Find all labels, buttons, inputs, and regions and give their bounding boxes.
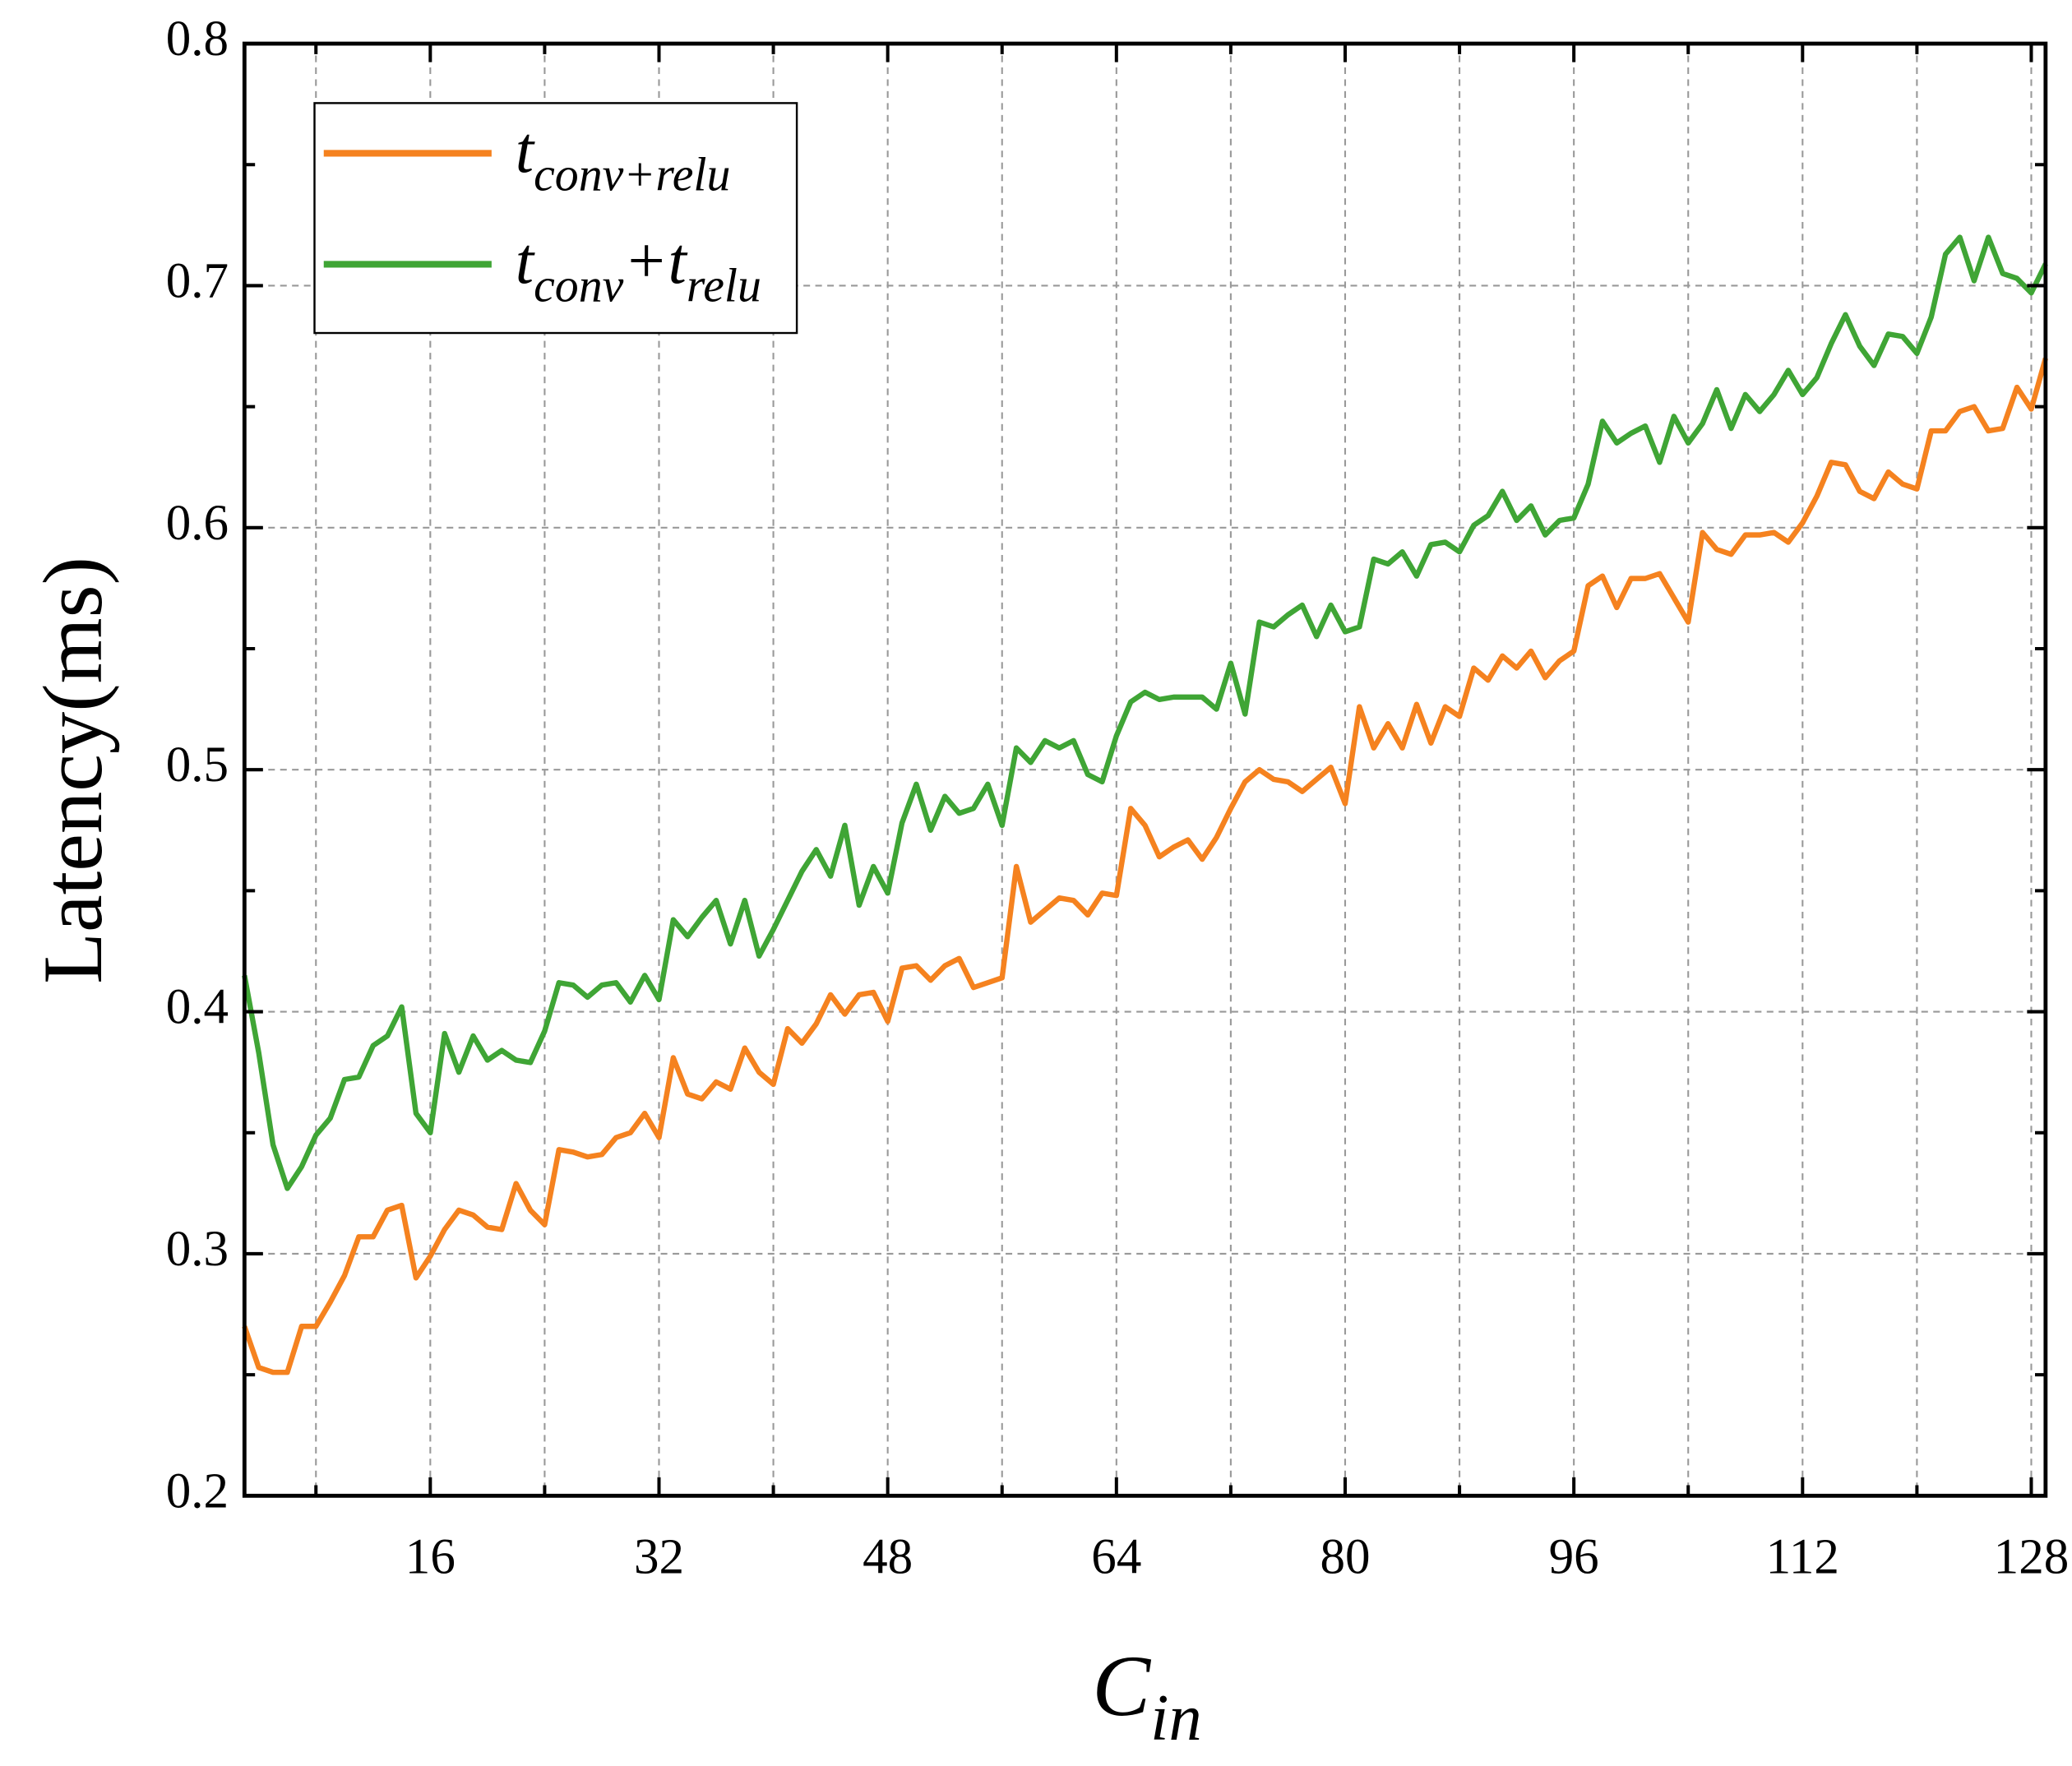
x-tick-label: 112 (1766, 1530, 1839, 1585)
y-tick-label: 0.3 (166, 1222, 229, 1277)
text-part: t (516, 113, 535, 187)
y-tick-label: 0.4 (166, 980, 229, 1035)
subscript: conv (534, 258, 624, 312)
y-tick-label: 0.5 (166, 737, 229, 793)
series-line (242, 357, 2048, 1375)
subscript: in (1150, 1681, 1202, 1754)
x-tick-label: 32 (634, 1530, 684, 1585)
subscript: conv+relu (534, 147, 730, 201)
ticks: 16 32 48 64 80 96 112 128 0.2 0.3 0.4 0.5 0.6 0.7 0.8 (166, 12, 2070, 1585)
y-tick-label: 0.7 (166, 253, 229, 308)
legend-label: tconv+relu (516, 113, 731, 201)
x-axis-label: Cin (1092, 1637, 1201, 1754)
x-tick-label: 16 (405, 1530, 456, 1585)
x-tick-label: 96 (1549, 1530, 1599, 1585)
lines (242, 234, 2048, 1375)
legend-box (313, 102, 798, 335)
y-tick-label: 0.8 (166, 12, 229, 67)
text-part: +t (623, 224, 687, 298)
legend-label: tconv+trelu (516, 224, 761, 312)
x-tick-label: 64 (1091, 1530, 1141, 1585)
x-tick-label: 48 (863, 1530, 913, 1585)
x-tick-label: 128 (1994, 1530, 2070, 1585)
x-tick-label: 80 (1320, 1530, 1370, 1585)
y-tick-label: 0.6 (166, 496, 229, 551)
y-axis-label: Latency(ms) (26, 557, 120, 984)
subscript: relu (687, 258, 761, 312)
series-line (242, 234, 2048, 1191)
text-part: t (516, 224, 535, 298)
y-tick-label: 0.2 (166, 1463, 229, 1519)
text-part: C (1092, 1637, 1151, 1734)
